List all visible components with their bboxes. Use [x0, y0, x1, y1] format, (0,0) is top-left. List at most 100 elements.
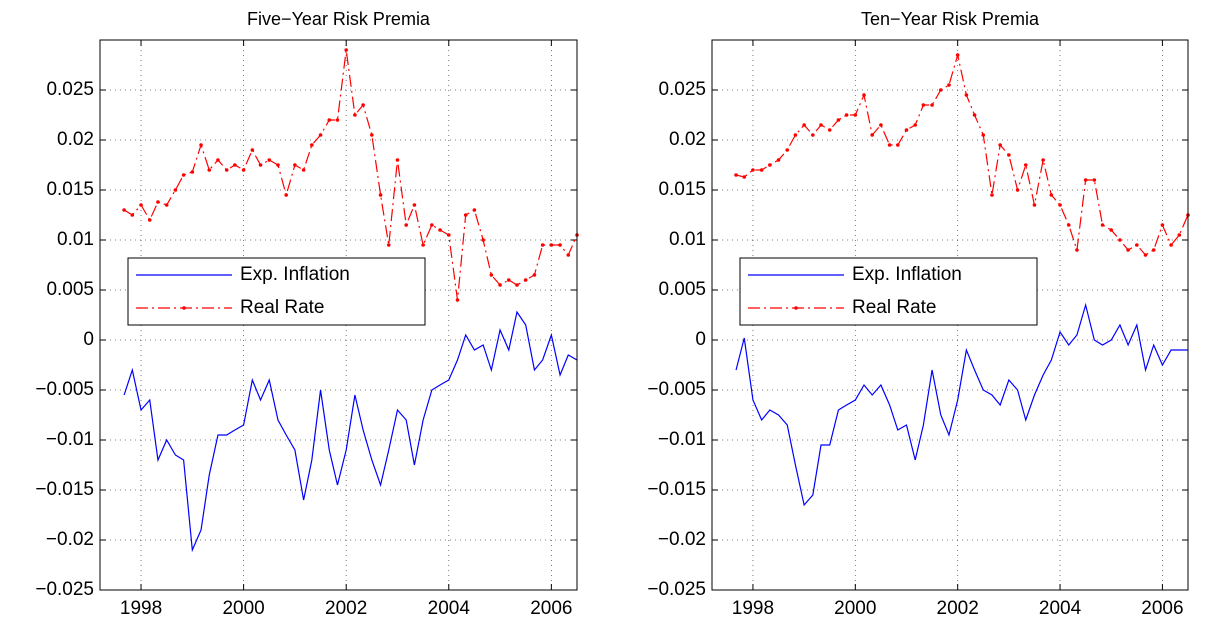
series-marker	[1075, 248, 1079, 252]
x-tick-label: 2002	[325, 598, 367, 619]
series-line	[123, 49, 578, 301]
x-tick-label: 2006	[530, 598, 572, 619]
series-marker	[455, 298, 460, 302]
y-tick-label: 0.02	[669, 129, 706, 150]
y-tick-label: 0.015	[46, 179, 94, 200]
series-marker	[472, 208, 477, 212]
series-marker	[947, 83, 951, 87]
x-tick-label: 1998	[120, 598, 162, 619]
series-marker	[1058, 203, 1062, 207]
y-tick-label: −0.005	[35, 379, 94, 400]
series-line	[735, 54, 1189, 256]
series-marker	[207, 168, 212, 172]
series-marker	[972, 113, 977, 117]
series-marker	[1007, 153, 1011, 157]
series-marker	[122, 208, 126, 212]
series-marker	[353, 113, 357, 117]
series-marker	[930, 103, 934, 107]
series-marker	[1135, 243, 1139, 247]
series-marker	[412, 203, 417, 207]
y-tick-label: 0.005	[46, 279, 94, 300]
y-tick-label: 0.015	[658, 179, 706, 200]
y-tick-label: 0.025	[46, 79, 94, 100]
axes-frame	[711, 39, 1189, 591]
series-marker	[404, 223, 409, 227]
series-marker	[130, 213, 135, 217]
series-marker	[250, 148, 255, 152]
series-marker	[361, 103, 365, 107]
series-marker	[173, 188, 178, 192]
y-tick-label: 0.025	[658, 79, 706, 100]
series-marker	[156, 200, 160, 204]
series-marker	[540, 243, 545, 247]
series-marker	[853, 113, 858, 117]
legend-label: Exp. Inflation	[852, 264, 962, 285]
series-marker	[1032, 203, 1037, 207]
series-marker	[1151, 248, 1156, 252]
series-marker	[1015, 188, 1020, 192]
series-marker	[532, 273, 537, 277]
series-marker	[802, 123, 806, 127]
y-tick-label: −0.025	[35, 579, 94, 600]
series-marker	[558, 243, 562, 247]
legend-box	[739, 257, 1038, 326]
series-marker	[139, 203, 143, 207]
series-line	[123, 310, 578, 553]
x-tick-label: 2000	[834, 598, 876, 619]
series-marker	[1083, 178, 1088, 182]
x-tick-label: 2004	[1039, 598, 1082, 619]
series-marker	[913, 123, 917, 127]
series-marker	[981, 133, 986, 137]
series-marker	[284, 193, 288, 197]
series-line	[735, 302, 1188, 507]
series-marker	[421, 243, 425, 247]
series-marker	[224, 168, 229, 172]
series-marker	[241, 168, 246, 172]
legend-box	[127, 257, 426, 326]
series-marker	[1160, 223, 1165, 227]
series-marker	[190, 170, 195, 174]
series-marker	[862, 93, 866, 97]
chart-title: Ten−Year Risk Premia	[861, 9, 1040, 29]
series-marker	[293, 163, 297, 167]
series-marker	[793, 133, 798, 137]
legend-marker	[794, 306, 798, 310]
series-marker	[827, 128, 832, 132]
y-tick-label: −0.01	[658, 429, 706, 450]
series-marker	[776, 158, 781, 162]
series-marker	[1041, 158, 1045, 162]
series-marker	[742, 175, 747, 179]
series-marker	[199, 143, 203, 147]
y-tick-label: 0.01	[57, 229, 94, 250]
series-marker	[844, 113, 849, 117]
series-marker	[998, 143, 1002, 147]
x-tick-label: 2006	[1141, 598, 1183, 619]
series-marker	[498, 283, 502, 287]
series-marker	[233, 163, 237, 167]
y-tick-label: −0.025	[647, 579, 706, 600]
legend-label: Real Rate	[240, 297, 325, 318]
series-marker	[378, 193, 383, 197]
y-tick-label: 0.005	[658, 279, 706, 300]
y-tick-label: 0	[83, 329, 94, 350]
axes-frame	[99, 39, 578, 591]
series-marker	[216, 158, 220, 162]
series-marker	[489, 273, 494, 277]
series-marker	[438, 228, 442, 232]
y-tick-label: 0.02	[57, 129, 94, 150]
series-marker	[1109, 228, 1114, 232]
series-marker	[335, 118, 340, 122]
series-marker	[515, 283, 519, 287]
series-marker	[938, 88, 943, 92]
series-marker	[836, 118, 841, 122]
series-marker	[887, 143, 892, 147]
y-tick-label: −0.005	[647, 379, 706, 400]
series-marker	[785, 148, 790, 152]
series-marker	[1023, 163, 1028, 167]
y-tick-label: −0.02	[46, 529, 94, 550]
x-tick-label: 1998	[732, 598, 774, 619]
series-marker	[751, 168, 755, 172]
series-marker	[1118, 238, 1122, 242]
series-marker	[904, 128, 909, 132]
